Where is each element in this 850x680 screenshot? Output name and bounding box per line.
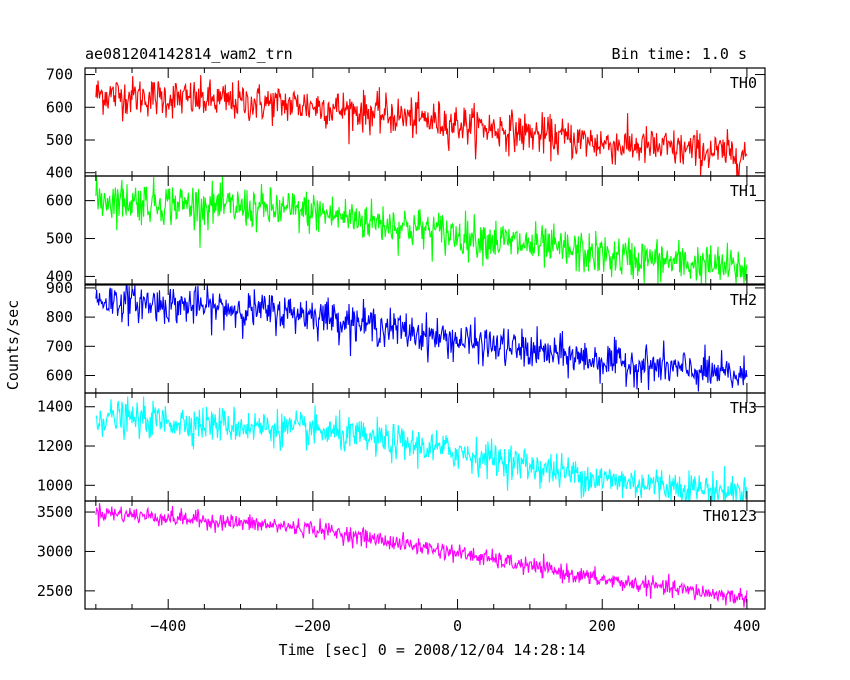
- y-tick-label: 600: [46, 366, 73, 384]
- x-tick-label: 0: [453, 617, 462, 635]
- y-tick-label: 800: [46, 308, 73, 326]
- y-tick-label: 3000: [37, 542, 73, 560]
- y-tick-label: 1400: [37, 398, 73, 416]
- y-axis-label: Counts/sec: [4, 300, 22, 390]
- panel-label-th1: TH1: [730, 182, 757, 200]
- y-tick-label: 400: [46, 164, 73, 182]
- panel-frame: [84, 67, 766, 177]
- panels-group: 400 500 600 700 TH0 400 500 600 TH1 600 700 800 900 T…: [37, 66, 766, 635]
- x-tick-label: 400: [733, 617, 760, 635]
- x-tick-label: −200: [295, 617, 331, 635]
- panel-th1: 400 500 600 TH1: [46, 175, 766, 285]
- y-tick-label: 600: [46, 192, 73, 210]
- panel-frame: [84, 284, 766, 394]
- panel-label-th3: TH3: [730, 399, 757, 417]
- panel-th2: 600 700 800 900 TH2: [46, 279, 766, 394]
- panel-frame: [84, 175, 766, 285]
- y-tick-label: 2500: [37, 582, 73, 600]
- series-line-th0123: [95, 503, 748, 608]
- series-line-th2: [95, 284, 748, 392]
- y-tick-label: 400: [46, 267, 73, 285]
- series-line-th3: [95, 396, 748, 502]
- panel-th0: 400 500 600 700 TH0: [46, 66, 766, 182]
- x-tick-label: −400: [150, 617, 186, 635]
- y-tick-label: 500: [46, 131, 73, 149]
- y-tick-label: 700: [46, 66, 73, 84]
- figure-title: ae081204142814_wam2_trn: [85, 45, 293, 63]
- y-tick-label: 700: [46, 337, 73, 355]
- panel-label-th0123: TH0123: [703, 507, 757, 525]
- y-tick-label: 1200: [37, 437, 73, 455]
- y-tick-label: 500: [46, 230, 73, 248]
- y-tick-label: 600: [46, 98, 73, 116]
- bin-time-label: Bin time: 1.0 s: [612, 45, 747, 63]
- x-tick-label: 200: [589, 617, 616, 635]
- series-line-th1: [95, 176, 748, 284]
- panel-th0123: 2500 3000 3500 TH0123: [37, 500, 766, 610]
- panel-label-th0: TH0: [730, 74, 757, 92]
- panel-th3: 1000 1200 1400 TH3: [37, 392, 766, 502]
- x-axis-label: Time [sec] 0 = 2008/12/04 14:28:14: [278, 641, 585, 659]
- panel-frame: [84, 500, 766, 610]
- y-tick-label: 3500: [37, 503, 73, 521]
- panel-label-th2: TH2: [730, 291, 757, 309]
- series-line-th0: [95, 75, 748, 177]
- y-tick-label: 900: [46, 279, 73, 297]
- y-tick-label: 1000: [37, 476, 73, 494]
